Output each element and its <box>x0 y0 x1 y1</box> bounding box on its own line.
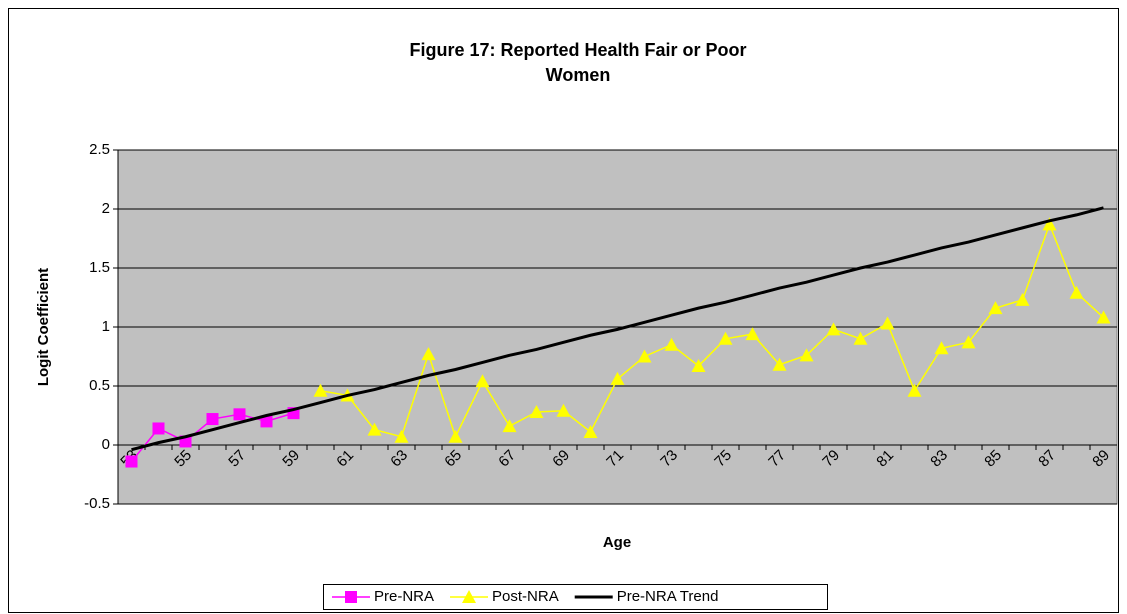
marker <box>691 358 706 372</box>
marker <box>448 429 463 443</box>
y-tick-label: -0.5 <box>84 495 110 512</box>
marker <box>475 374 490 388</box>
marker <box>772 357 787 371</box>
marker <box>853 331 868 345</box>
y-tick-label: 0.5 <box>89 377 110 394</box>
y-axis-label: Logit Coefficient <box>35 268 52 386</box>
marker <box>529 404 544 418</box>
marker <box>394 429 409 443</box>
marker <box>826 322 841 336</box>
marker <box>610 371 625 385</box>
marker <box>367 422 382 436</box>
marker <box>988 301 1003 315</box>
marker <box>233 408 246 421</box>
marker <box>1069 285 1084 299</box>
y-tick-label: 2.5 <box>89 141 110 158</box>
marker <box>462 590 477 603</box>
marker <box>260 415 273 428</box>
marker <box>1015 292 1030 306</box>
marker <box>421 347 436 361</box>
marker <box>637 349 652 363</box>
legend: Pre-NRA Post-NRA Pre-NRA Trend <box>323 584 828 610</box>
y-tick-label: 1 <box>102 318 110 335</box>
marker <box>934 341 949 355</box>
series-line <box>320 222 1105 439</box>
series-line <box>131 206 1104 452</box>
marker <box>206 413 219 426</box>
y-tick-label: 2 <box>102 200 110 217</box>
marker <box>907 383 922 397</box>
chart-subtitle: Women <box>546 65 611 85</box>
marker <box>799 348 814 362</box>
marker <box>125 455 138 468</box>
legend-label: Post-NRA <box>492 588 559 605</box>
marker <box>502 419 517 433</box>
x-axis-label: Age <box>603 534 631 551</box>
legend-label: Pre-NRA Trend <box>617 588 719 605</box>
chart-title: Figure 17: Reported Health Fair or Poor <box>409 40 746 60</box>
marker <box>718 331 733 345</box>
marker <box>556 403 571 417</box>
marker <box>961 335 976 349</box>
y-tick-label: 1.5 <box>89 259 110 276</box>
marker <box>1042 217 1057 231</box>
legend-label: Pre-NRA <box>374 588 434 605</box>
marker <box>583 425 598 439</box>
marker <box>313 383 328 397</box>
marker <box>745 327 760 341</box>
marker <box>664 337 679 351</box>
marker <box>880 316 895 330</box>
marker <box>1096 310 1111 324</box>
marker <box>152 422 165 435</box>
y-tick-label: 0 <box>102 436 110 453</box>
marker <box>345 591 357 603</box>
